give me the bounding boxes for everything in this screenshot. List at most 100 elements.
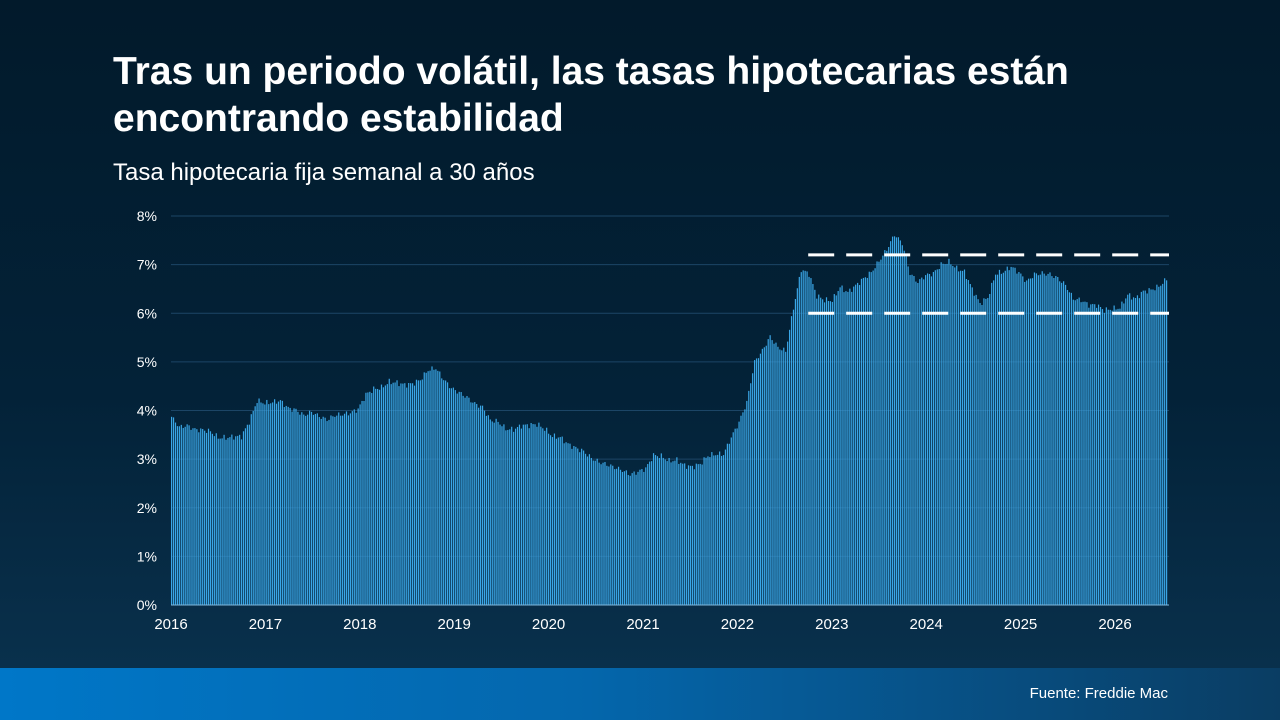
chart-bar [781, 350, 783, 605]
chart-bar [808, 276, 810, 605]
chart-bar [563, 443, 565, 605]
chart-bar [1090, 304, 1092, 605]
chart-bar [1111, 310, 1113, 605]
chart-bar [439, 371, 441, 605]
chart-bar [765, 345, 767, 605]
chart-bar [277, 401, 280, 605]
chart-bar [565, 442, 567, 605]
chart-bar [926, 273, 929, 605]
chart-bar [503, 424, 505, 605]
chart-bar [857, 282, 859, 605]
chart-bar [1117, 308, 1119, 605]
chart-bar [240, 439, 243, 605]
chart-bar [631, 473, 633, 605]
chart-bar [314, 413, 317, 605]
chart-bar [736, 428, 738, 605]
chart-bar [1132, 297, 1135, 605]
chart-bar [1059, 281, 1061, 605]
chart-bar [546, 427, 548, 605]
x-tick-label: 2022 [721, 616, 754, 633]
chart-bar [427, 371, 429, 605]
chart-bar [573, 446, 575, 605]
chart-bar [711, 452, 713, 605]
chart-bar [1086, 302, 1088, 605]
chart-bar [357, 408, 359, 605]
chart-bar [404, 383, 406, 605]
chart-bar [1002, 272, 1004, 605]
chart-bar [592, 460, 594, 605]
chart-bar [1035, 273, 1037, 605]
chart-bar [1115, 309, 1117, 605]
chart-bar [996, 274, 999, 605]
chart-bar [474, 402, 476, 605]
y-tick-label: 7% [137, 257, 157, 273]
chart-bar [639, 469, 641, 605]
chart-bar [1037, 275, 1039, 605]
chart-bar [540, 426, 542, 605]
chart-bar [674, 460, 676, 605]
chart-bar [332, 416, 334, 605]
chart-bar [324, 417, 326, 605]
chart-bar [602, 462, 604, 605]
chart-bar [713, 455, 715, 605]
x-tick-label: 2026 [1098, 616, 1131, 633]
chart-bar [1123, 303, 1125, 605]
chart-bar [658, 458, 660, 605]
chart-bar [1162, 283, 1164, 605]
chart-bar [680, 462, 682, 605]
chart-bar [1016, 273, 1018, 605]
chart-bar [1053, 278, 1055, 605]
chart-bar [841, 285, 843, 605]
chart-bar [516, 426, 519, 605]
chart-bar [800, 272, 802, 605]
chart-bar [310, 411, 313, 605]
chart-bar [221, 438, 223, 605]
chart-bar [928, 273, 931, 605]
chart-bar [283, 407, 285, 605]
source-label: Fuente: Freddie Mac [1029, 685, 1168, 702]
chart-bar [1134, 298, 1137, 605]
chart-bar [303, 414, 305, 605]
chart-bar [392, 382, 394, 605]
chart-bar [256, 403, 258, 605]
chart-bar [435, 369, 437, 605]
chart-bar [363, 401, 365, 605]
chart-bar [489, 419, 491, 605]
chart-bar [1109, 309, 1111, 605]
chart-bar [1164, 278, 1166, 605]
chart-bar [526, 424, 528, 605]
chart-bar [528, 428, 530, 605]
chart-bar [1031, 278, 1034, 605]
chart-bar [1028, 278, 1030, 605]
chart-bar [456, 393, 458, 605]
chart-bar [487, 415, 489, 605]
chart-bar [973, 295, 975, 605]
chart-bar [559, 437, 561, 605]
chart-bar [612, 465, 614, 605]
chart-bar [1131, 299, 1133, 605]
chart-bar [429, 370, 431, 605]
chart-bar [1043, 273, 1045, 605]
chart-bar [771, 340, 773, 605]
chart-bar [1063, 281, 1065, 605]
chart-bar [730, 437, 732, 605]
chart-bar [839, 287, 841, 605]
chart-bar [561, 436, 563, 605]
chart-bar [396, 380, 398, 605]
chart-bar [897, 237, 900, 606]
chart-bar [742, 412, 744, 605]
chart-bar [365, 392, 367, 605]
chart-bar [965, 278, 968, 605]
chart-bar [1144, 290, 1146, 605]
chart-bar [1096, 307, 1098, 605]
chart-bar [825, 297, 828, 605]
chart-bar [843, 292, 845, 605]
chart-bar [1049, 272, 1051, 605]
chart-bar [925, 275, 927, 605]
x-axis-ticks: 2016 2017 2018 2019 2020 2021 2022 2023 2024 2025… [154, 616, 1131, 633]
chart-bar [464, 397, 466, 605]
chart-bar [1146, 293, 1148, 605]
chart-bar [338, 412, 340, 605]
chart-bar [1119, 308, 1121, 605]
chart-bar [295, 408, 297, 605]
